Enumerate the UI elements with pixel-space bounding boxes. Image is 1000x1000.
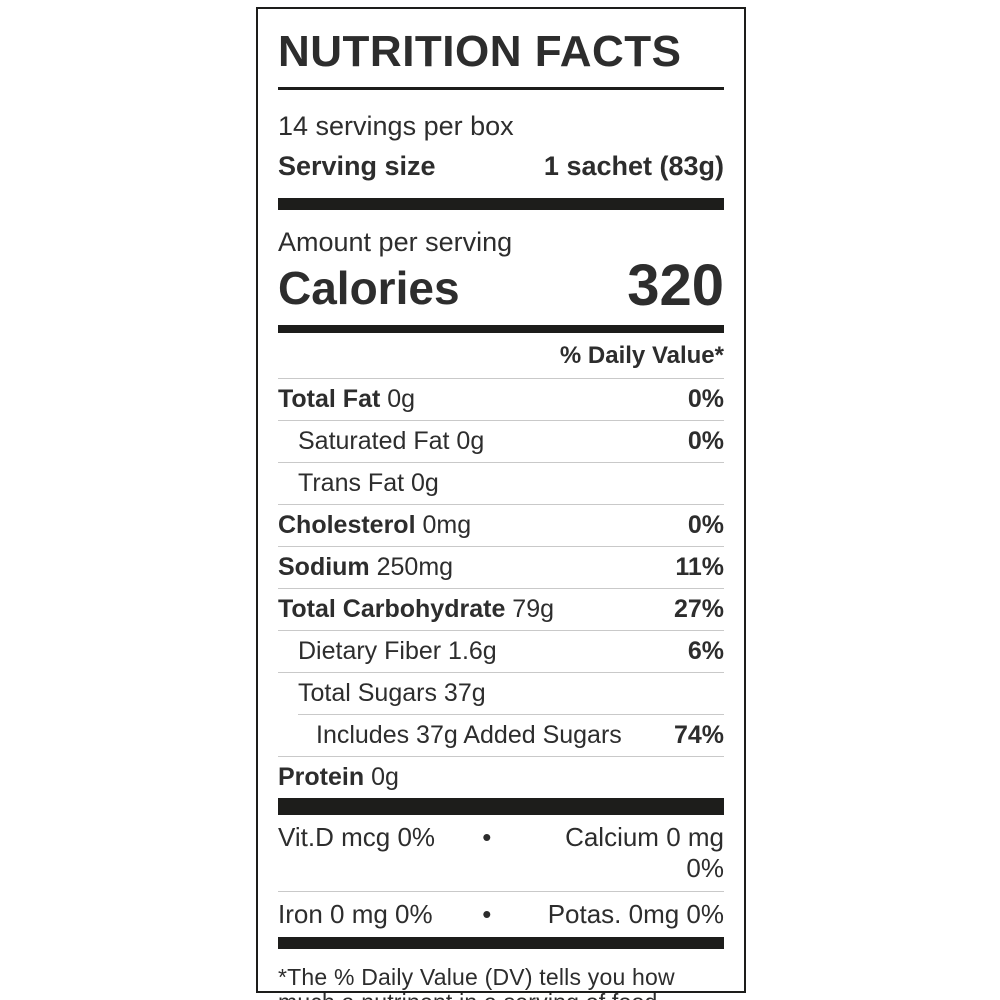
nutrient-name: Includes 37g Added Sugars xyxy=(316,721,622,750)
nutrient-daily-value: 0% xyxy=(687,427,724,456)
nutrient-row: Sodium 250mg 11% xyxy=(278,546,724,588)
calories-value: 320 xyxy=(627,253,724,319)
nutrient-name: Trans Fat xyxy=(298,469,405,498)
nutrient-row: Dietary Fiber 1.6g 6% xyxy=(278,630,724,672)
calories-row: Calories 320 xyxy=(278,253,724,319)
micronutrient-right: Calcium 0 mg 0% xyxy=(565,822,724,884)
nutrient-daily-value: 11% xyxy=(675,553,724,582)
nutrient-row: Trans Fat 0g xyxy=(278,462,724,504)
nutrient-name: Protein xyxy=(278,763,365,792)
nutrient-amount: 0mg xyxy=(415,511,472,540)
nutrient-name-amount: Total Sugars 37g xyxy=(298,679,486,708)
nutrient-amount: 1.6g xyxy=(441,637,497,666)
calories-label: Calories xyxy=(278,262,460,315)
nutrient-name: Cholesterol xyxy=(278,511,416,540)
micronutrient-rows: Vit.D mcg 0% • Calcium 0 mg 0% Iron 0 mg 0%… xyxy=(278,815,724,937)
nutrient-name-amount: Saturated Fat 0g xyxy=(298,427,484,456)
nutrient-name: Dietary Fiber xyxy=(298,637,442,666)
nutrient-amount: 79g xyxy=(505,595,555,624)
nutrient-name: Saturated Fat xyxy=(298,427,450,456)
label-title: NUTRITION FACTS xyxy=(278,27,682,76)
section-bar-thick xyxy=(278,198,724,211)
serving-size-label: Serving size xyxy=(278,151,436,182)
nutrient-rows: Total Fat 0g 0% Saturated Fat 0g 0% Trans Fa… xyxy=(278,379,724,798)
bullet-separator: • xyxy=(482,822,492,853)
nutrient-name-amount: Cholesterol 0mg xyxy=(278,511,471,540)
nutrient-daily-value: 0% xyxy=(687,385,724,414)
nutrient-name: Total Fat xyxy=(278,385,381,414)
daily-value-header: % Daily Value* xyxy=(278,333,724,380)
nutrient-name-amount: Protein 0g xyxy=(278,763,399,792)
nutrient-name-amount: Trans Fat 0g xyxy=(298,469,439,498)
section-bar-bottom xyxy=(278,937,724,950)
nutrient-daily-value: 0% xyxy=(687,511,724,540)
nutrient-name: Total Carbohydrate xyxy=(278,595,506,624)
nutrient-name-amount: Total Carbohydrate 79g xyxy=(278,595,554,624)
nutrient-name-amount: Dietary Fiber 1.6g xyxy=(298,637,497,666)
nutrient-daily-value: 27% xyxy=(673,595,724,624)
micronutrient-row: Vit.D mcg 0% • Calcium 0 mg 0% xyxy=(278,815,724,891)
section-bar-protein xyxy=(278,798,724,816)
nutrient-name: Total Sugars xyxy=(298,679,437,708)
nutrient-amount: 37g xyxy=(436,679,486,708)
title-rule xyxy=(278,87,724,91)
nutrient-name-amount: Sodium 250mg xyxy=(278,553,453,582)
serving-size-value: 1 sachet (83g) xyxy=(543,151,724,182)
micronutrient-row: Iron 0 mg 0% • Potas. 0mg 0% xyxy=(278,891,724,937)
nutrient-row: Total Sugars 37g xyxy=(278,672,724,714)
nutrient-amount: 0g xyxy=(404,469,439,498)
micronutrient-right: Potas. 0mg 0% xyxy=(547,899,724,930)
section-bar-medium xyxy=(278,325,724,334)
nutrient-row: Cholesterol 0mg 0% xyxy=(278,504,724,546)
servings-per-container: 14 servings per box xyxy=(278,111,514,142)
nutrient-daily-value: 74% xyxy=(673,721,724,750)
nutrient-amount: 0g xyxy=(364,763,399,792)
bullet-separator: • xyxy=(482,899,492,930)
nutrient-name: Sodium xyxy=(278,553,370,582)
nutrition-facts-label: NUTRITION FACTS 14 servings per box Serv… xyxy=(256,7,746,1000)
nutrient-row: Protein 0g xyxy=(278,756,724,798)
nutrient-daily-value: 6% xyxy=(687,637,724,666)
daily-value-footnote: *The % Daily Value (DV) tells you how mu… xyxy=(278,964,675,1000)
nutrient-name-amount: Includes 37g Added Sugars xyxy=(316,721,622,750)
micronutrient-left: Vit.D mcg 0% xyxy=(278,822,436,853)
amount-per-serving-label: Amount per serving xyxy=(278,227,513,258)
nutrient-amount: 250mg xyxy=(369,553,454,582)
nutrient-name-amount: Total Fat 0g xyxy=(278,385,415,414)
micronutrient-left: Iron 0 mg 0% xyxy=(278,899,433,930)
nutrient-row: Saturated Fat 0g 0% xyxy=(278,420,724,462)
nutrient-amount: 0g xyxy=(449,427,485,456)
nutrient-row: Total Carbohydrate 79g 27% xyxy=(278,588,724,630)
nutrient-amount: 0g xyxy=(380,385,416,414)
nutrient-row: Includes 37g Added Sugars 74% xyxy=(298,714,724,756)
serving-size-row: Serving size 1 sachet (83g) xyxy=(278,151,724,182)
nutrient-row: Total Fat 0g 0% xyxy=(278,379,724,420)
